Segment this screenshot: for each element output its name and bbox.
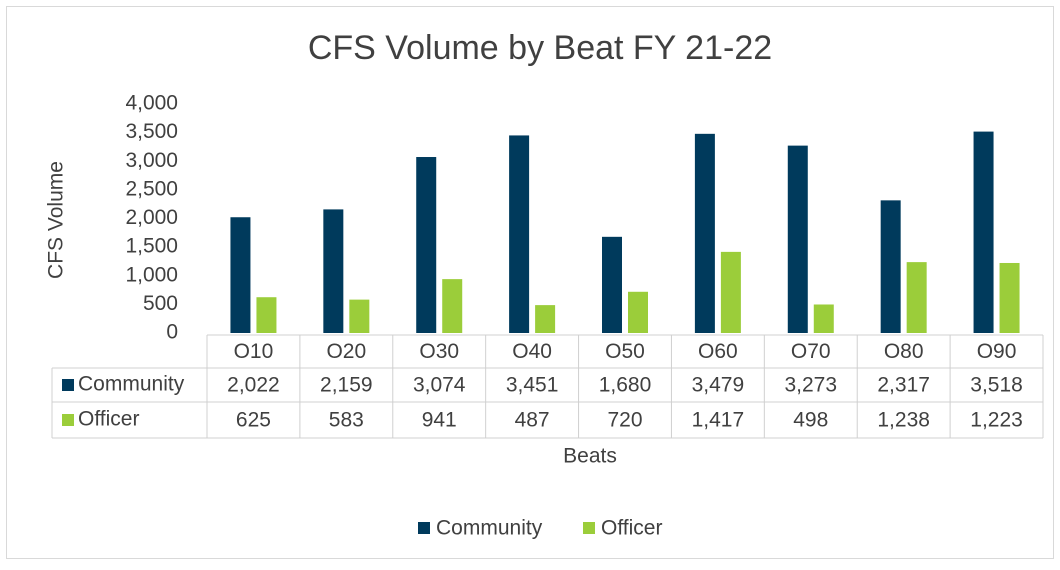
x-tick-label: O50	[605, 340, 645, 363]
bar	[787, 145, 808, 333]
bar	[720, 251, 741, 333]
legend-key	[418, 522, 430, 534]
bar	[323, 209, 344, 333]
y-tick-label: 500	[143, 292, 178, 315]
x-tick-label: O80	[884, 340, 924, 363]
x-tick-label: O30	[419, 340, 459, 363]
bar	[813, 304, 834, 333]
x-axis-label: Beats	[563, 445, 617, 468]
table-value: 1,417	[692, 409, 745, 432]
x-tick-label: O40	[512, 340, 552, 363]
bar	[256, 297, 277, 333]
y-tick-label: 2,000	[125, 206, 178, 229]
legend-label: Officer	[601, 517, 662, 540]
table-legend-key	[62, 379, 74, 391]
bar	[906, 262, 927, 333]
chart-title: CFS Volume by Beat FY 21-22	[308, 29, 772, 67]
bar	[602, 236, 622, 333]
table-value: 2,159	[320, 374, 373, 397]
x-tick-label: O90	[977, 340, 1017, 363]
table-value: 3,451	[506, 374, 559, 397]
y-tick-label: 3,500	[125, 120, 178, 143]
table-value: 2,022	[227, 374, 280, 397]
table-value: 3,273	[784, 374, 837, 397]
table-value: 720	[607, 409, 642, 432]
bar	[628, 291, 648, 333]
x-tick-label: O60	[698, 340, 738, 363]
table-legend-key	[62, 414, 74, 426]
table-row-label: Community	[78, 373, 185, 396]
bar	[999, 262, 1020, 333]
table-value: 3,074	[413, 374, 466, 397]
y-tick-label: 2,500	[125, 177, 178, 200]
table-value: 1,238	[877, 409, 930, 432]
bar	[694, 133, 715, 333]
legend-label: Community	[436, 517, 543, 540]
table-value: 487	[515, 409, 550, 432]
y-tick-label: 0	[166, 321, 178, 344]
table-value: 941	[422, 409, 457, 432]
x-tick-label: O10	[234, 340, 274, 363]
bar	[416, 157, 437, 333]
table-value: 1,680	[599, 374, 652, 397]
bar	[880, 200, 901, 333]
bar	[230, 217, 251, 333]
table-value: 3,518	[970, 374, 1023, 397]
y-axis-label: CFS Volume	[45, 161, 68, 279]
legend-key	[583, 522, 595, 534]
bar	[973, 131, 994, 333]
y-tick-label: 4,000	[125, 92, 178, 115]
chart-border	[6, 6, 1054, 559]
x-tick-label: O20	[326, 340, 366, 363]
table-value: 1,223	[970, 409, 1023, 432]
table-value: 3,479	[692, 374, 745, 397]
x-tick-label: O70	[791, 340, 831, 363]
y-tick-label: 1,000	[125, 263, 178, 286]
bar	[349, 299, 370, 333]
bar	[535, 305, 556, 333]
table-row-label: Officer	[78, 408, 139, 431]
bar	[442, 279, 463, 333]
table-value: 498	[793, 409, 828, 432]
table-value: 625	[236, 409, 271, 432]
y-tick-label: 1,500	[125, 235, 178, 258]
table-value: 2,317	[877, 374, 930, 397]
bar	[509, 135, 530, 333]
y-tick-label: 3,000	[125, 149, 178, 172]
table-value: 583	[329, 409, 364, 432]
